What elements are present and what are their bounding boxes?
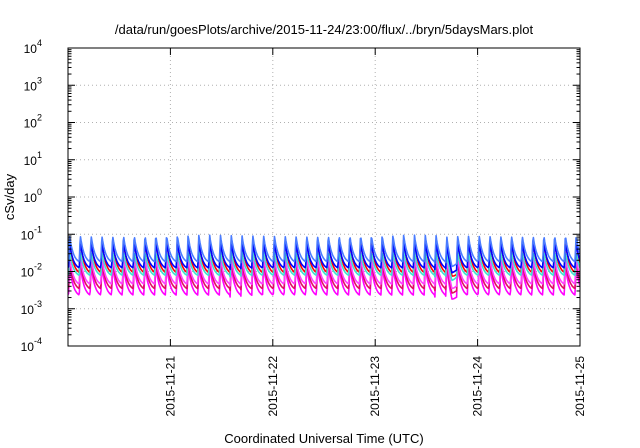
series-line-4 bbox=[68, 239, 580, 277]
y-tick-label: 10-1 bbox=[21, 224, 42, 242]
series-line-5 bbox=[68, 250, 580, 282]
y-tick-label: 100 bbox=[24, 187, 42, 205]
y-tick-label: 101 bbox=[24, 150, 42, 168]
x-tick-label: 2015-11-21 bbox=[163, 356, 177, 417]
x-tick-label: 2015-11-23 bbox=[368, 356, 382, 417]
y-tick-label: 10-2 bbox=[21, 262, 42, 280]
series-line-1 bbox=[68, 264, 580, 300]
x-tick-label: 2015-11-22 bbox=[266, 356, 280, 417]
y-tick-label: 102 bbox=[24, 113, 42, 131]
x-tick-label: 2015-11-25 bbox=[573, 356, 587, 417]
series-line-2 bbox=[68, 259, 580, 294]
y-axis-label: cSv/day bbox=[2, 173, 17, 220]
x-tick-label: 2015-11-24 bbox=[471, 356, 485, 417]
x-axis-label: Coordinated Universal Time (UTC) bbox=[224, 431, 423, 446]
series-line-6 bbox=[68, 241, 580, 274]
y-tick-label: 10-3 bbox=[21, 299, 42, 317]
y-tick-label: 10-4 bbox=[21, 336, 42, 354]
chart-title: /data/run/goesPlots/archive/2015-11-24/2… bbox=[115, 22, 534, 37]
series-line-3 bbox=[68, 255, 580, 290]
series-layer bbox=[68, 234, 580, 300]
series-line-7 bbox=[68, 234, 580, 268]
y-tick-label: 103 bbox=[24, 75, 42, 93]
y-axis: 10-4 10-3 10-2 10-1 100 101 102 103 104 bbox=[21, 38, 580, 354]
y-tick-label: 104 bbox=[24, 38, 42, 56]
grid bbox=[68, 47, 580, 347]
x-axis: 2015-11-21 2015-11-22 2015-11-23 2015-11-24… bbox=[163, 48, 587, 417]
